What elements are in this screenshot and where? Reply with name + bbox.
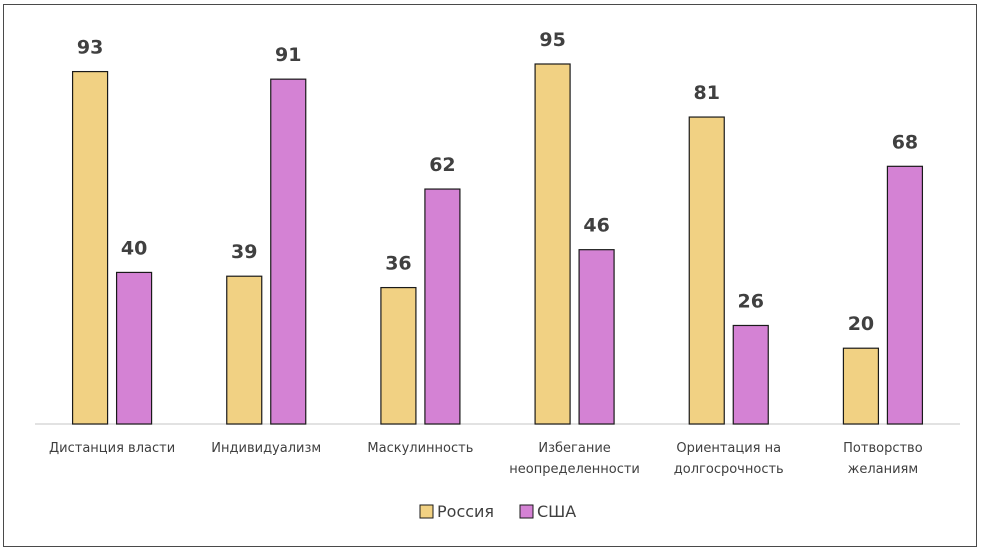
- bar-russia-0: [71, 70, 109, 425]
- bar-usa-5: [886, 165, 924, 425]
- legend-swatch: [419, 504, 434, 519]
- data-label: 40: [121, 237, 147, 259]
- bar-russia-4: [688, 116, 725, 425]
- bar-usa-2: [424, 188, 461, 425]
- legend-swatch: [519, 504, 534, 519]
- bar-russia-1: [226, 275, 263, 425]
- bar-usa-4: [732, 324, 769, 425]
- data-label: 91: [275, 44, 301, 66]
- data-label: 39: [231, 241, 257, 263]
- data-label: 26: [738, 290, 764, 312]
- category-label: Избегание неопределенности: [509, 441, 640, 477]
- category-label: Потворство желаниям: [843, 441, 923, 477]
- data-label: 20: [848, 313, 874, 335]
- data-label: 95: [539, 29, 565, 51]
- bar-russia-2: [380, 286, 417, 425]
- category-label: Ориентация на долгосрочность: [674, 441, 784, 477]
- legend-label: Россия: [437, 502, 494, 521]
- data-label: 81: [694, 82, 720, 104]
- legend: Россия США: [419, 502, 576, 521]
- bar-russia-3: [534, 63, 571, 425]
- category-label: Индивидуализм: [211, 441, 321, 456]
- data-label: 46: [583, 215, 609, 237]
- category-label: Маскулинность: [367, 441, 473, 456]
- data-label: 62: [429, 154, 455, 176]
- bar-usa-1: [270, 78, 307, 425]
- chart-frame: [3, 4, 977, 547]
- bar-usa-3: [578, 249, 615, 425]
- data-label: 68: [892, 131, 918, 153]
- legend-label: США: [537, 502, 576, 521]
- data-label: 93: [77, 37, 103, 59]
- data-label: 36: [385, 253, 411, 275]
- bar-russia-5: [842, 347, 880, 425]
- bar-usa-0: [115, 271, 153, 425]
- category-label: Дистанция власти: [49, 441, 175, 456]
